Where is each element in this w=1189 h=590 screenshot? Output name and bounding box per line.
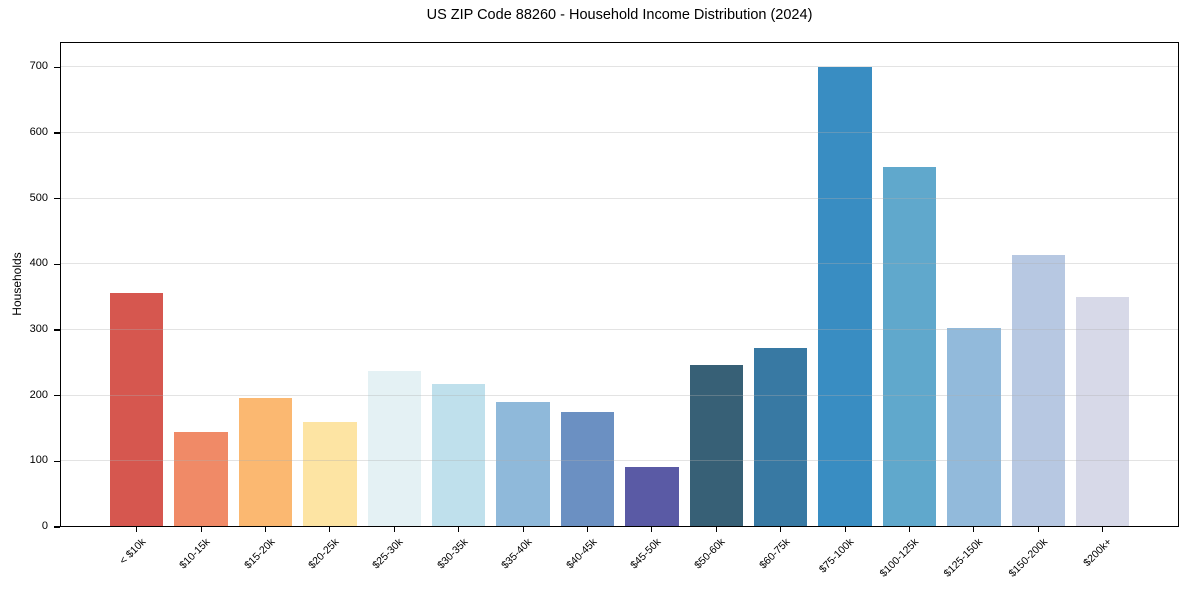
y-tick-mark [54,132,60,134]
bars-layer [60,42,1179,527]
y-tick-mark [54,329,60,331]
x-tick-mark [136,527,138,532]
x-tick-mark [393,527,395,532]
x-tick-mark [1102,527,1104,532]
x-tick-mark [264,527,267,532]
x-tick-label: $200k+ [1081,536,1115,570]
x-tick-label: $100-125k [877,536,921,580]
bar-5 [367,371,422,527]
x-tick-label: $20-25k [306,536,342,572]
y-tick-label: 200 [29,388,48,401]
x-tick-label: $25-30k [370,536,406,572]
bar-1 [109,293,164,527]
x-tick-label: $50-60k [692,536,728,572]
y-tick-label: 500 [29,191,48,204]
y-tick-mark [54,198,60,200]
x-tick-label: $75-100k [817,536,857,576]
x-tick-label: < $10k [117,536,149,567]
x-tick-label: $10-15k [177,536,213,572]
y-tick-mark [54,395,60,397]
y-tick-label: 300 [29,323,48,336]
y-tick-mark [54,460,60,462]
x-tick-label: $45-50k [628,536,664,572]
x-tick-mark [458,527,460,532]
x-tick-mark [908,527,911,532]
x-tick-label: $60-75k [756,536,793,572]
bar-8 [560,412,615,527]
chart-title: US ZIP Code 88260 - Household Income Dis… [426,7,813,23]
y-tick-label: 100 [29,454,48,467]
y-tick-mark [54,66,60,68]
y-axis-ticks: 0 100 200 300 400 500 600 700 [0,42,60,532]
y-tick-mark [54,526,60,528]
bar-3 [238,398,293,527]
x-tick-mark [844,527,846,532]
bar-15 [1011,254,1066,527]
x-tick-mark [780,527,782,532]
x-tick-mark [651,527,653,532]
x-tick-mark [586,527,589,532]
y-tick-label: 700 [29,60,48,73]
y-tick-label: 600 [29,126,48,139]
x-tick-mark [200,527,202,532]
x-axis-ticks: < $10k $10-15k $15-20k $20-25k $25-30k $30-35… [60,527,1179,590]
x-tick-mark [715,527,717,532]
bar-11 [753,347,808,527]
bar-14 [947,328,1001,527]
y-tick-label: 0 [41,520,48,532]
x-tick-label: $35-40k [499,536,535,572]
x-tick-label: $125-150k [941,536,986,580]
bar-12 [818,67,872,527]
bar-2 [174,431,228,527]
plot-area [60,42,1179,527]
x-tick-label: $15-20k [241,536,277,572]
x-tick-mark [329,527,331,532]
bar-7 [496,401,550,527]
bar-9 [625,467,679,527]
x-tick-mark [973,527,975,532]
x-tick-label: $150-200k [1006,536,1050,580]
x-tick-label: $30-35k [434,536,471,572]
y-tick-mark [54,263,60,265]
x-tick-mark [1037,527,1039,532]
bar-10 [689,365,744,527]
x-tick-label: $40-45k [563,536,599,572]
bar-6 [431,383,486,527]
x-tick-mark [522,527,524,532]
bar-16 [1075,296,1130,527]
bar-13 [882,167,937,527]
bar-4 [303,421,357,527]
y-tick-label: 400 [29,257,48,270]
